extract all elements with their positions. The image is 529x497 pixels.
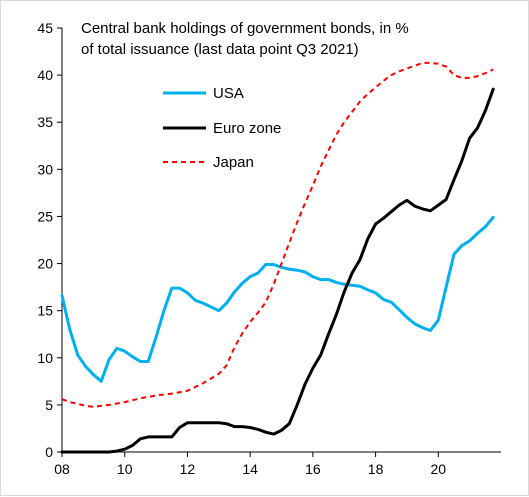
chart-title-line-1: Central bank holdings of government bond… [81,20,409,37]
series-lines [60,61,495,454]
y-tick-label: 15 [37,303,53,319]
series-line-usa [60,215,495,383]
x-tick-label: 08 [54,461,70,477]
chart-title: Central bank holdings of government bond… [81,20,409,58]
y-tick-label: 40 [37,67,53,83]
x-tick-label: 18 [368,461,384,477]
axes [61,28,501,453]
y-tick-label: 20 [37,256,53,272]
legend-label-usa: USA [213,85,244,102]
y-tick-label: 30 [37,161,53,177]
y-tick-label: 5 [45,397,53,413]
y-tick-label: 25 [37,208,53,224]
y-tick-label: 10 [37,350,53,366]
y-tick-label: 0 [45,444,53,460]
legend-label-japan: Japan [213,154,254,171]
x-tick-label: 10 [117,461,133,477]
y-tick-label: 45 [37,20,53,36]
series-line-japan [61,61,494,408]
x-tick-label: 12 [180,461,196,477]
legend-label-euro-zone: Euro zone [213,120,281,137]
x-axis-ticks: 08 10 12 14 16 18 20 [54,452,446,477]
y-tick-label: 35 [37,114,53,130]
y-axis-ticks: 0 5 10 15 20 25 30 35 40 45 [37,20,62,460]
legend: USA Euro zone Japan [163,85,281,171]
x-tick-label: 16 [305,461,321,477]
x-tick-label: 20 [430,461,446,477]
series-line-euro-zone [60,87,495,454]
x-tick-label: 14 [242,461,258,477]
chart-title-line-2: of total issuance (last data point Q3 20… [81,41,359,58]
